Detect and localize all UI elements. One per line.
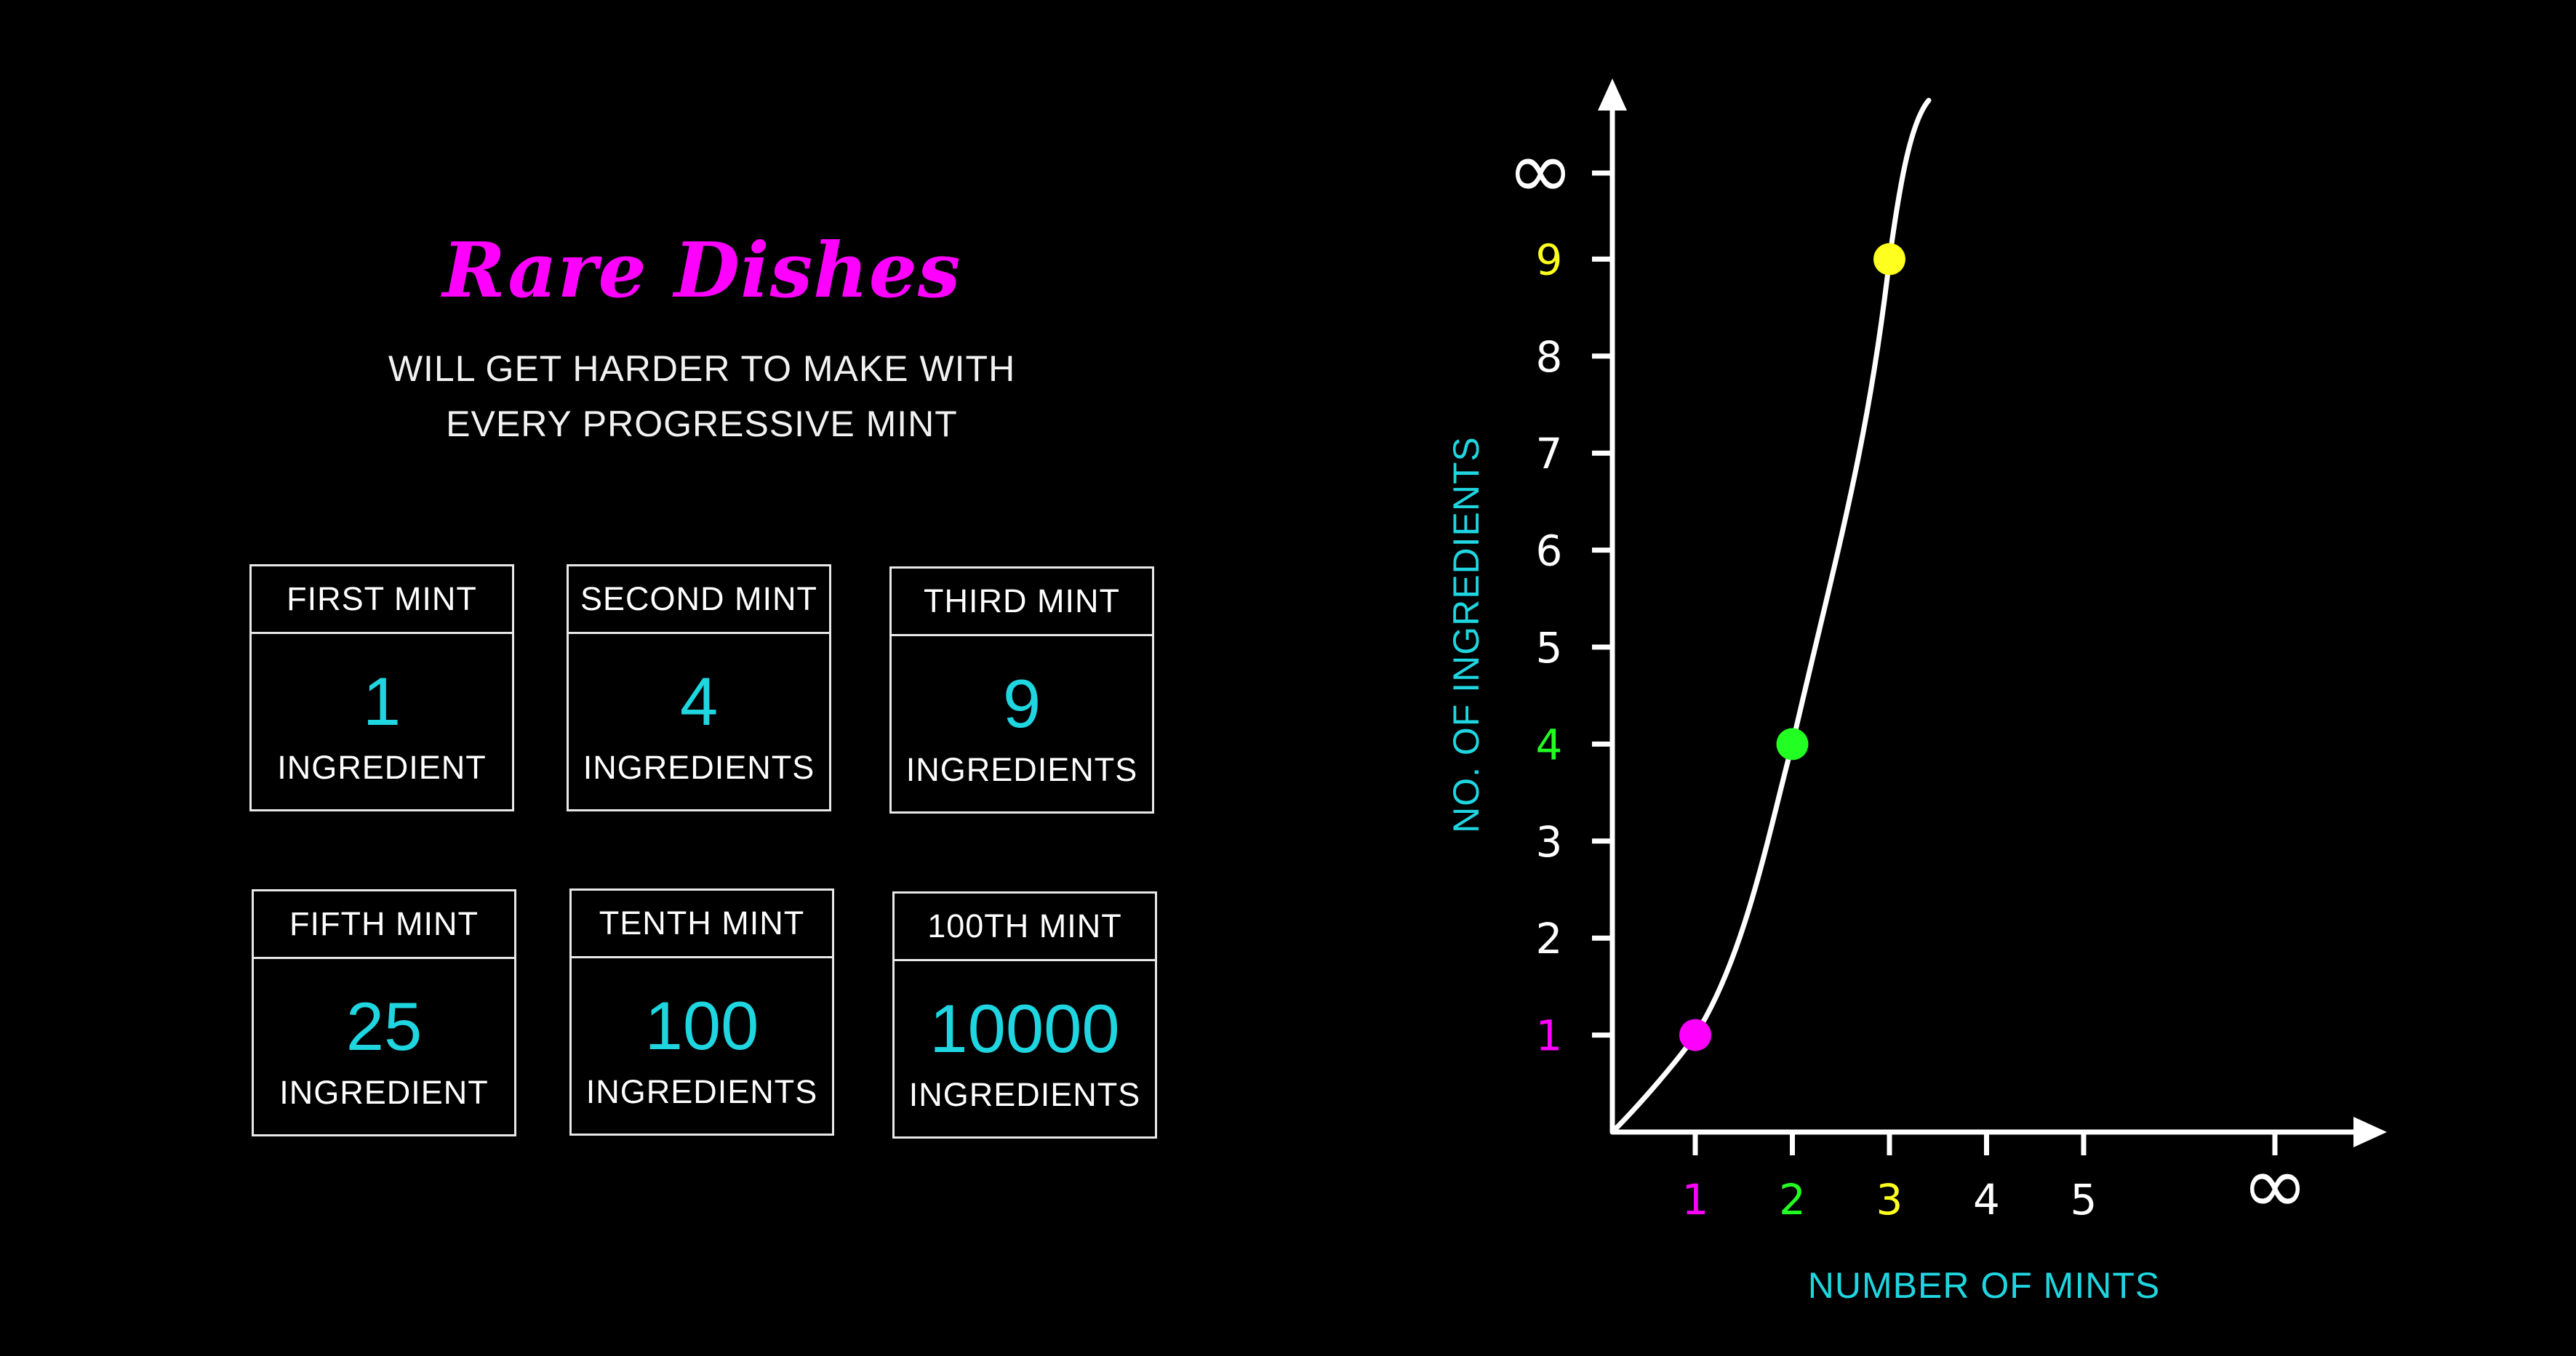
y-tick-label: 3 (1536, 817, 1563, 867)
card-tenth-mint: TENTH MINT 100 INGREDIENTS (569, 888, 834, 1136)
y-tick-label: 6 (1536, 526, 1563, 576)
card-value: 100 (644, 987, 759, 1064)
card-second-mint: SECOND MINT 4 INGREDIENTS (567, 564, 831, 811)
data-point (1873, 243, 1905, 276)
subtitle-line-1: WILL GET HARDER TO MAKE WITH (388, 348, 1016, 389)
y-tick-label: 5 (1536, 623, 1563, 673)
x-axis-label: NUMBER OF MINTS (1808, 1265, 2160, 1306)
data-point (1776, 728, 1809, 761)
card-unit: INGREDIENTS (583, 749, 815, 786)
y-tick-label: 7 (1536, 429, 1563, 478)
page-title: Rare Dishes (442, 225, 961, 315)
card-unit: INGREDIENTS (905, 751, 1138, 788)
card-header: SECOND MINT (569, 566, 829, 634)
card-header: FIRST MINT (252, 566, 512, 634)
x-tick-label: 3 (1876, 1175, 1903, 1224)
subtitle-line-2: EVERY PROGRESSIVE MINT (446, 404, 958, 444)
card-unit: INGREDIENT (277, 749, 487, 786)
card-value: 10000 (929, 990, 1120, 1067)
y-axis-arrowhead (1598, 79, 1627, 111)
card-header: FIFTH MINT (254, 891, 514, 959)
x-tick-label: 5 (2071, 1175, 2097, 1224)
card-fifth-mint: FIFTH MINT 25 INGREDIENT (252, 889, 516, 1136)
x-tick-label: ∞ (2241, 1139, 2308, 1232)
card-third-mint: THIRD MINT 9 INGREDIENTS (889, 566, 1154, 814)
x-tick-label: 1 (1682, 1175, 1709, 1224)
y-tick-label: 1 (1536, 1011, 1563, 1061)
card-header: TENTH MINT (572, 891, 832, 958)
card-unit: INGREDIENTS (585, 1073, 818, 1110)
card-value: 9 (1002, 665, 1041, 742)
card-unit: INGREDIENT (279, 1074, 489, 1111)
y-tick-label: 9 (1536, 235, 1563, 284)
y-axis-label: NO. OF INGREDIENTS (1446, 436, 1487, 833)
x-tick-label: 2 (1779, 1175, 1806, 1224)
card-first-mint: FIRST MINT 1 INGREDIENT (249, 564, 514, 811)
card-unit: INGREDIENTS (908, 1076, 1141, 1113)
card-header: THIRD MINT (892, 569, 1152, 636)
card-value: 25 (345, 988, 423, 1064)
y-tick-label: 2 (1536, 914, 1563, 963)
x-axis-arrowhead (2353, 1117, 2387, 1147)
y-tick-label: 8 (1536, 332, 1563, 382)
data-point (1679, 1019, 1711, 1051)
y-tick-label: ∞ (1507, 124, 1574, 217)
card-value: 4 (679, 663, 719, 739)
card-100th-mint: 100TH MINT 10000 INGREDIENTS (892, 891, 1157, 1139)
y-tick-label: 4 (1536, 720, 1563, 769)
x-tick-label: 4 (1973, 1175, 2000, 1224)
card-value: 1 (362, 663, 401, 739)
card-header: 100TH MINT (895, 894, 1155, 961)
